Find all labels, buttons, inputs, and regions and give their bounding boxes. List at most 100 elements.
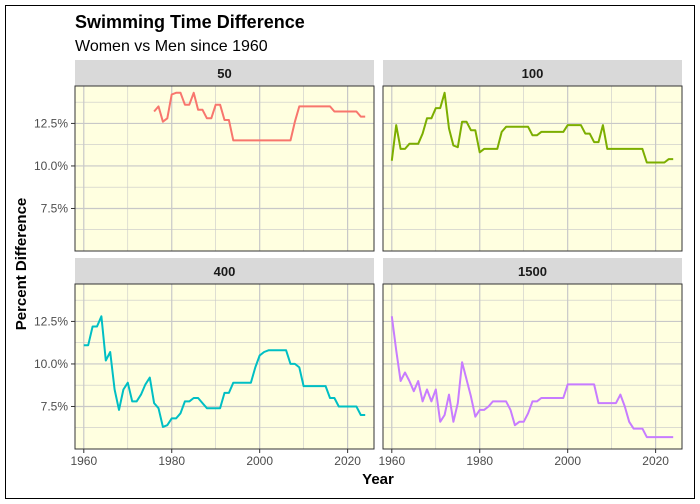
data-point	[210, 407, 212, 409]
data-point	[663, 436, 665, 438]
data-point	[351, 405, 353, 407]
data-point	[114, 388, 116, 390]
data-point	[532, 400, 534, 402]
data-point	[219, 407, 221, 409]
series-line-1500	[390, 316, 674, 439]
data-point	[562, 397, 564, 399]
panel-border	[382, 85, 683, 252]
data-point	[333, 111, 335, 113]
data-point	[672, 436, 674, 438]
data-point	[127, 382, 129, 384]
data-point	[492, 400, 494, 402]
data-point	[510, 409, 512, 411]
panel-background	[75, 86, 374, 251]
data-point	[540, 131, 542, 133]
data-point	[391, 160, 393, 162]
data-point	[637, 428, 639, 430]
data-point	[448, 394, 450, 396]
data-point	[347, 405, 349, 407]
y-tick-label: 10.0%	[34, 159, 68, 173]
data-point	[276, 349, 278, 351]
x-tick-label: 2000	[554, 454, 581, 468]
x-axis-title: Year	[362, 471, 394, 488]
data-point	[668, 436, 670, 438]
facet-strip	[383, 258, 682, 284]
data-point	[646, 162, 648, 164]
data-point	[144, 383, 146, 385]
data-point	[668, 158, 670, 160]
data-point	[426, 117, 428, 119]
data-point	[540, 397, 542, 399]
data-point	[461, 121, 463, 123]
data-point	[193, 397, 195, 399]
x-tick-label: 2000	[246, 454, 273, 468]
y-axis-title: Percent Difference	[13, 198, 30, 331]
data-point	[659, 162, 661, 164]
data-point	[589, 383, 591, 385]
data-point	[188, 400, 190, 402]
data-point	[92, 326, 94, 328]
data-point	[241, 382, 243, 384]
data-point	[452, 145, 454, 147]
x-tick-label: 1960	[70, 454, 97, 468]
data-point	[492, 148, 494, 150]
data-point	[527, 126, 529, 128]
data-point	[180, 412, 182, 414]
data-point	[641, 428, 643, 430]
data-point	[175, 417, 177, 419]
facet-strip	[75, 60, 374, 86]
data-point	[439, 421, 441, 423]
data-point	[355, 405, 357, 407]
data-point	[289, 139, 291, 141]
data-point	[553, 397, 555, 399]
data-point	[545, 397, 547, 399]
data-point	[435, 388, 437, 390]
panel-border	[74, 85, 375, 252]
panel-border	[382, 283, 683, 450]
data-point	[597, 141, 599, 143]
data-point	[545, 131, 547, 133]
data-point	[87, 344, 89, 346]
chart-subtitle: Women vs Men since 1960	[75, 38, 268, 55]
data-point	[597, 402, 599, 404]
data-point	[329, 397, 331, 399]
data-point	[188, 104, 190, 106]
facet-strip-label: 1500	[518, 264, 547, 279]
data-point	[166, 117, 168, 119]
data-point	[650, 162, 652, 164]
facet-panel-1500: 1500 1960 1980 2000 2020	[378, 258, 683, 468]
data-point	[206, 117, 208, 119]
data-point	[655, 436, 657, 438]
data-point	[501, 400, 503, 402]
data-point	[210, 117, 212, 119]
data-point	[448, 128, 450, 130]
facet-panel-100: 100	[382, 60, 683, 252]
data-point	[628, 148, 630, 150]
data-point	[360, 116, 362, 118]
data-point	[109, 351, 111, 353]
data-point	[422, 133, 424, 135]
data-point	[413, 390, 415, 392]
data-point	[180, 92, 182, 94]
data-point	[501, 131, 503, 133]
data-point	[400, 380, 402, 382]
data-point	[408, 143, 410, 145]
data-point	[224, 119, 226, 121]
data-point	[276, 139, 278, 141]
facet-strip-label: 400	[214, 264, 236, 279]
data-point	[228, 119, 230, 121]
data-point	[628, 421, 630, 423]
data-point	[637, 148, 639, 150]
data-point	[267, 349, 269, 351]
data-point	[461, 361, 463, 363]
data-point	[342, 405, 344, 407]
data-point	[589, 133, 591, 135]
data-point	[650, 436, 652, 438]
x-tick-label: 1960	[378, 454, 405, 468]
data-point	[171, 94, 173, 96]
data-point	[311, 105, 313, 107]
data-point	[593, 141, 595, 143]
data-point	[562, 131, 564, 133]
data-point	[417, 143, 419, 145]
